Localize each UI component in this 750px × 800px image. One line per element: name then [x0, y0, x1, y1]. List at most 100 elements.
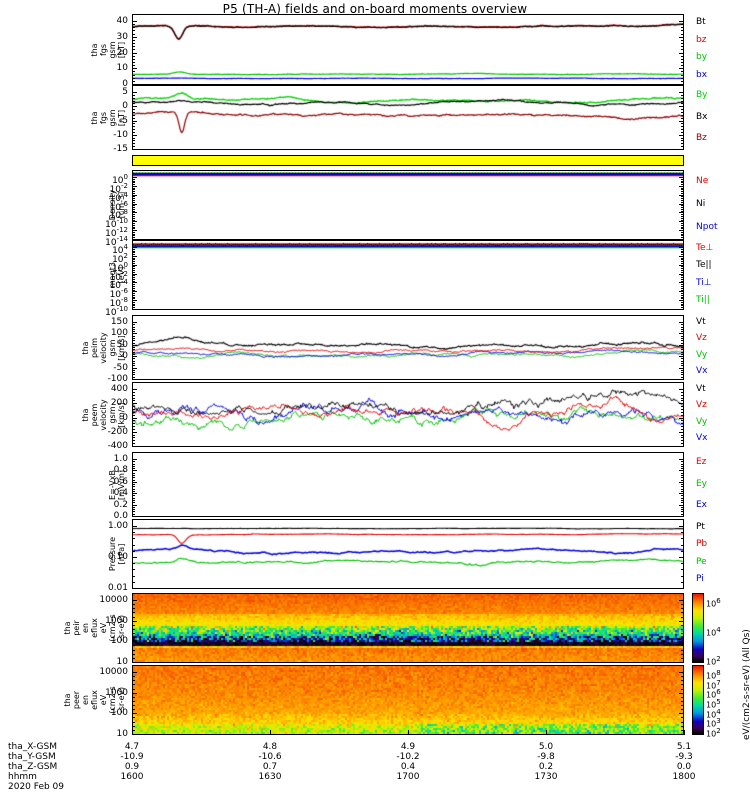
y-minor-tick [132, 488, 135, 490]
y-minor-tick [132, 264, 135, 266]
y-minor-tick [681, 143, 684, 145]
panel-canvas [133, 316, 683, 379]
y-minor-tick [132, 285, 135, 287]
y-minor-tick [132, 477, 135, 479]
x-tick-mark [546, 730, 547, 735]
panel-canvas [133, 171, 683, 239]
y-minor-tick [681, 27, 684, 29]
y-minor-tick [132, 184, 135, 186]
y-minor-tick [132, 394, 135, 396]
y-minor-tick [132, 672, 135, 673]
x-tick-mark [132, 730, 133, 735]
y-minor-tick [681, 301, 684, 303]
y-minor-tick [132, 414, 135, 416]
y-minor-tick [681, 470, 684, 472]
y-minor-tick [681, 477, 684, 479]
y-minor-tick [132, 255, 135, 257]
y-minor-tick [132, 208, 135, 210]
y-minor-tick [681, 344, 684, 346]
y-minor-tick [681, 300, 684, 302]
colorbar-tick-label: 108 [706, 669, 721, 681]
y-minor-tick [681, 509, 684, 511]
y-minor-tick [132, 684, 135, 686]
y-tick-label: 0.2 [113, 499, 128, 510]
y-minor-tick [132, 233, 135, 235]
legend-ey: Ey [696, 478, 708, 489]
y-minor-tick [681, 340, 684, 342]
y-minor-tick [132, 49, 135, 51]
y-minor-tick [132, 129, 135, 131]
y-minor-tick [132, 146, 135, 148]
y-minor-tick [681, 620, 684, 622]
y-minor-tick [681, 215, 684, 217]
y-minor-tick [681, 637, 684, 639]
y-minor-tick [681, 569, 684, 571]
y-minor-tick [681, 511, 684, 513]
y-minor-tick [132, 55, 135, 57]
y-minor-tick [681, 212, 684, 214]
y-tick-label: 0.10 [107, 552, 128, 562]
y-minor-tick [681, 49, 684, 51]
x-tick-label: 0.4 [400, 762, 416, 772]
y-minor-tick [132, 261, 135, 263]
y-minor-tick [132, 513, 135, 515]
y-minor-tick [681, 411, 684, 413]
y-minor-tick [132, 275, 135, 277]
y-minor-tick [681, 111, 684, 113]
y-minor-tick [681, 255, 684, 257]
y-minor-tick [681, 268, 684, 270]
y-minor-tick [132, 563, 135, 565]
y-minor-tick [132, 247, 135, 248]
y-minor-tick [681, 273, 684, 275]
y-minor-tick [681, 221, 684, 223]
y-minor-tick [132, 259, 135, 261]
y-minor-tick [681, 257, 684, 259]
y-minor-tick [681, 335, 684, 337]
y-minor-tick [681, 688, 684, 690]
y-minor-tick [681, 259, 684, 261]
y-minor-tick [681, 131, 684, 133]
y-tick-label: 100 [112, 260, 128, 274]
y-minor-tick [681, 394, 684, 396]
y-minor-tick [132, 692, 135, 694]
y-minor-tick [132, 97, 135, 99]
y-tick-label: 0 [122, 79, 128, 89]
y-minor-tick [681, 189, 684, 191]
y-minor-tick [132, 282, 135, 284]
legend-bz: Bz [696, 133, 707, 144]
y-minor-tick [681, 372, 684, 374]
y-minor-tick [681, 187, 684, 189]
y-minor-tick [132, 400, 135, 402]
y-minor-tick [681, 495, 684, 497]
y-minor-tick [681, 431, 684, 433]
y-minor-tick [681, 43, 684, 45]
y-minor-tick [132, 506, 135, 508]
y-tick-mark [679, 379, 684, 380]
y-minor-tick [681, 481, 684, 483]
y-minor-tick [132, 273, 135, 275]
y-minor-tick [681, 497, 684, 499]
y-minor-tick [681, 423, 684, 425]
y-minor-tick [132, 185, 135, 187]
x-tick-label: -10.6 [258, 752, 282, 762]
y-minor-tick [681, 235, 684, 237]
y-minor-tick [681, 109, 684, 111]
y-minor-tick [132, 303, 135, 305]
y-minor-tick [132, 544, 135, 546]
y-minor-tick [681, 692, 684, 694]
y-tick-label: 10-10 [105, 217, 128, 231]
y-minor-tick [681, 326, 684, 328]
y-minor-tick [132, 709, 135, 711]
y-minor-tick [132, 360, 135, 362]
y-minor-tick [132, 465, 135, 467]
y-minor-tick [681, 608, 684, 610]
colorbar-tick-label: 102 [706, 727, 721, 739]
y-minor-tick [132, 569, 135, 571]
legend-ex: Ex [696, 500, 708, 511]
y-minor-tick [681, 303, 684, 305]
legend-vz: Vz [696, 400, 707, 411]
x-tick-label: -10.2 [396, 752, 420, 762]
y-minor-tick [681, 484, 684, 486]
y-minor-tick [681, 231, 684, 233]
y-minor-tick [681, 46, 684, 48]
